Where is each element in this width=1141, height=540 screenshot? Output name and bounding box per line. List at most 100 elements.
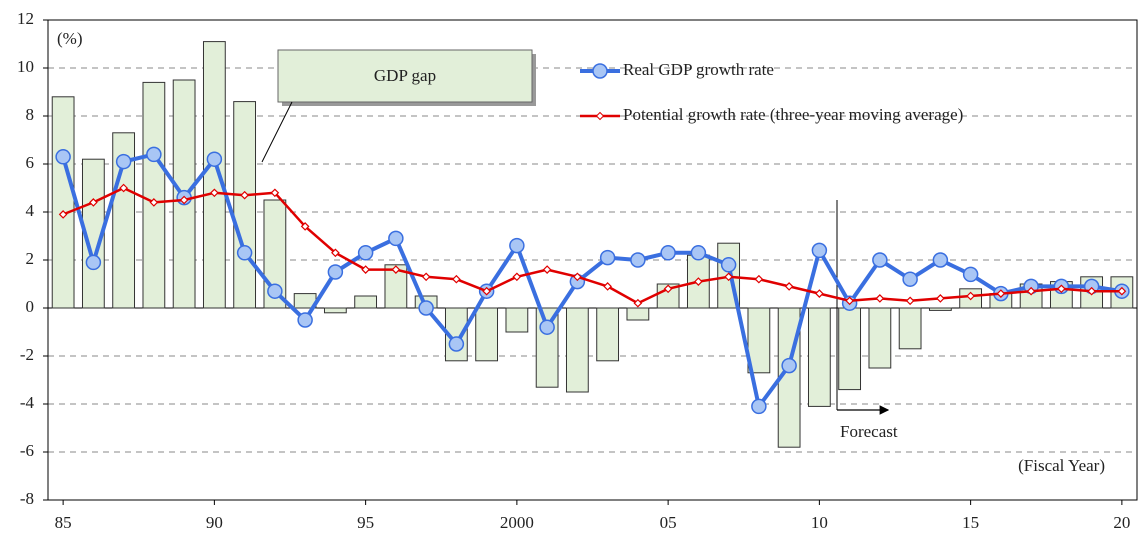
point <box>539 319 555 335</box>
point <box>270 188 280 198</box>
point <box>421 272 431 282</box>
bar <box>202 41 226 309</box>
point <box>179 195 189 205</box>
forecast-label: Forecast <box>840 422 898 441</box>
point <box>509 237 525 254</box>
point <box>210 188 219 198</box>
point <box>331 248 340 258</box>
point <box>327 264 344 280</box>
point <box>905 296 915 306</box>
bar <box>868 307 892 369</box>
point <box>388 230 404 247</box>
plot-frame <box>47 19 1138 501</box>
point <box>119 183 128 193</box>
lines <box>55 146 1130 415</box>
point <box>962 266 979 283</box>
point <box>1087 286 1096 296</box>
y-tick-label: 6 <box>26 153 35 172</box>
point <box>149 198 159 207</box>
point <box>724 272 733 282</box>
point <box>297 312 313 328</box>
x-tick-label: 85 <box>55 513 72 532</box>
bar <box>354 295 378 309</box>
point <box>206 151 223 167</box>
point <box>754 274 764 284</box>
point <box>1057 284 1066 294</box>
point <box>875 294 885 303</box>
point <box>300 222 310 231</box>
y-tick-label: 10 <box>17 57 34 76</box>
point <box>815 289 824 298</box>
point <box>85 254 102 271</box>
point <box>357 245 374 261</box>
bars <box>51 41 1134 448</box>
legend-label: Potential growth rate (three-year moving… <box>623 105 963 124</box>
bar <box>475 307 499 362</box>
point <box>267 283 283 299</box>
point <box>694 277 703 286</box>
x-tick-label: 90 <box>206 513 223 532</box>
point <box>391 265 401 274</box>
bar <box>565 307 589 393</box>
point <box>542 265 552 274</box>
point <box>482 286 491 296</box>
callout-box <box>277 49 533 103</box>
point <box>512 272 522 282</box>
point <box>660 245 676 261</box>
point <box>902 271 918 287</box>
y-tick-label: 12 <box>17 9 34 28</box>
y-tick-label: 2 <box>26 249 35 268</box>
series-line <box>62 186 1122 305</box>
x-tick-label: 20 <box>1113 513 1130 532</box>
point <box>720 257 737 273</box>
point <box>996 289 1006 298</box>
point <box>932 252 949 268</box>
x-tick-label: 10 <box>811 513 828 532</box>
point <box>811 242 828 259</box>
point <box>751 398 767 415</box>
point <box>452 274 461 284</box>
bar <box>81 158 105 309</box>
point <box>55 149 71 165</box>
x-tick-label: 95 <box>357 513 374 532</box>
y-tick-label: 4 <box>26 201 35 220</box>
point <box>663 284 673 294</box>
point <box>58 210 68 219</box>
callout-leader <box>261 101 293 163</box>
point <box>418 300 434 316</box>
legend-marker <box>595 111 605 121</box>
x-tick-label: 05 <box>660 513 677 532</box>
bar <box>384 264 408 309</box>
bar <box>233 101 257 309</box>
bar <box>323 307 347 314</box>
point <box>872 252 888 268</box>
point <box>630 252 646 268</box>
point <box>936 294 945 303</box>
y-tick-label: 0 <box>26 297 35 316</box>
x-tick-label: 2000 <box>500 513 534 532</box>
point <box>115 153 132 170</box>
bar <box>838 307 862 391</box>
bar <box>142 81 166 309</box>
point <box>1026 286 1036 296</box>
point <box>690 245 707 261</box>
y-tick-label: -4 <box>20 393 35 412</box>
point <box>845 296 854 306</box>
bar <box>928 307 952 311</box>
y-unit: (%) <box>57 29 82 48</box>
point <box>146 146 162 163</box>
bar <box>596 307 620 362</box>
bar <box>807 307 831 407</box>
bar <box>626 307 650 321</box>
point <box>781 357 797 374</box>
point <box>361 265 370 274</box>
bar <box>747 307 771 374</box>
y-tick-label: 8 <box>26 105 35 124</box>
y-tick-label: -8 <box>20 489 34 508</box>
point <box>89 198 98 207</box>
bar <box>656 283 680 309</box>
point <box>966 291 975 301</box>
y-tick-label: -6 <box>20 441 34 460</box>
point <box>603 282 612 291</box>
